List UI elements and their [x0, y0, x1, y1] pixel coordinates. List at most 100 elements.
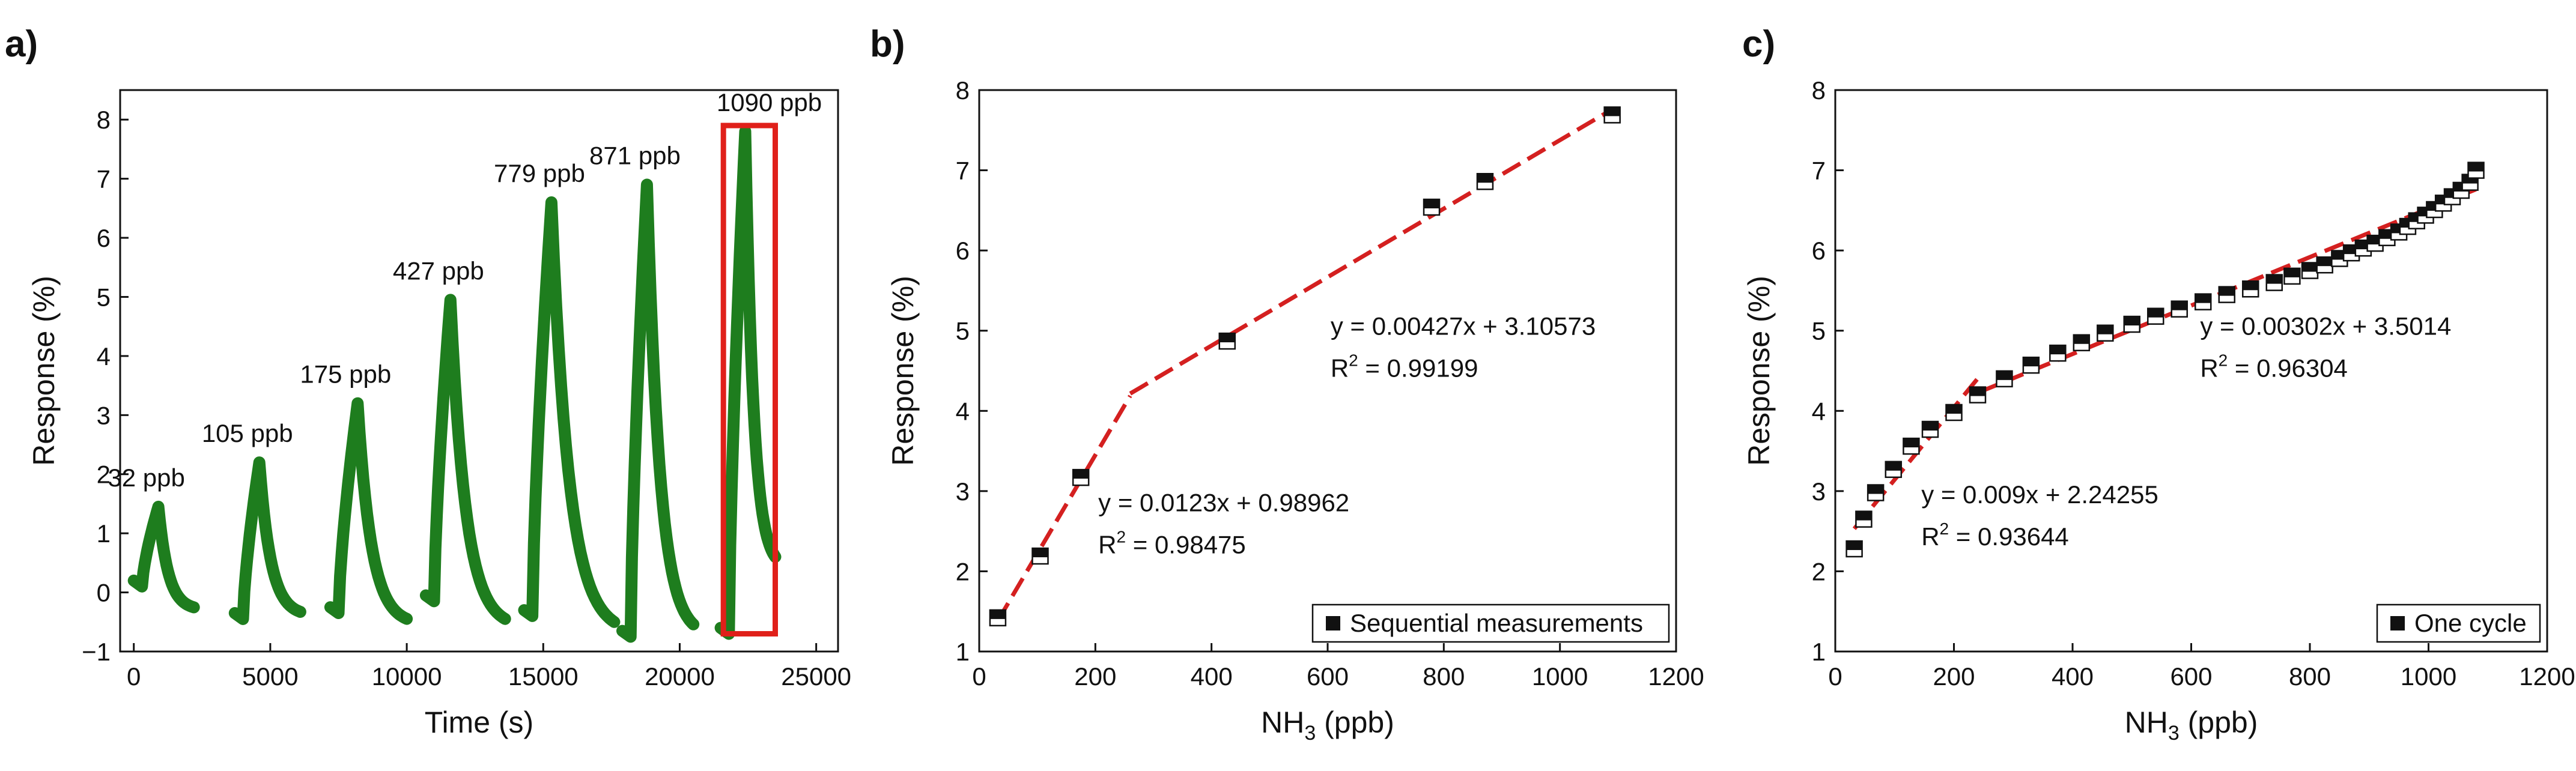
concentration-label: 427 ppb [393, 256, 484, 285]
fit-line [1129, 107, 1614, 396]
y-tick-label: 2 [1812, 557, 1826, 585]
y-tick-label: −1 [82, 638, 111, 666]
x-tick-label: 400 [1191, 662, 1233, 691]
response-pulse [616, 178, 700, 643]
plot-frame-c [1834, 89, 2548, 653]
y-tick-label: 7 [97, 165, 111, 193]
response-pulse [419, 294, 511, 625]
y-tick-label: 6 [1812, 237, 1826, 265]
x-tick-label: 0 [127, 662, 141, 691]
data-point [989, 609, 1006, 619]
data-point [2316, 257, 2333, 267]
x-tick-label: 400 [2052, 662, 2094, 691]
y-tick-label: 6 [97, 224, 111, 252]
x-tick-label: 1000 [2401, 662, 2456, 691]
data-point [1604, 107, 1620, 116]
data-point [2023, 357, 2039, 367]
data-point [2219, 286, 2235, 296]
legend-marker-c [2390, 616, 2405, 630]
y-axis-label-a: Response (%) [27, 276, 61, 466]
concentration-label: 871 ppb [589, 141, 681, 169]
x-axis-label-c: NH3 (ppb) [2125, 706, 2258, 745]
r2-letter: R [2200, 354, 2218, 382]
y-tick-label: 5 [956, 317, 970, 345]
x-tick-label: 1000 [1532, 662, 1588, 691]
y-tick-label: 8 [1812, 76, 1826, 104]
y-tick-label: 4 [97, 342, 111, 370]
data-point [1885, 461, 1901, 471]
fit-equation-1-b: y = 0.0123x + 0.98962 [1098, 488, 1349, 516]
data-point [1996, 370, 2012, 380]
x-tick-label: 10000 [372, 662, 442, 691]
data-point [2050, 345, 2066, 355]
chart-panel-c: 0 200 400 600 800 1000 1200 1 2 3 4 5 6 7 8 y = 0.009x… [1742, 76, 2575, 745]
data-point [1970, 387, 1985, 396]
legend-b: Sequential measurements [1311, 603, 1670, 643]
fit-r2-2-b: R2 = 0.99199 [1331, 351, 1478, 382]
y-tick-label: 4 [956, 397, 970, 425]
data-point [1424, 199, 1440, 209]
data-point [2097, 325, 2113, 334]
y-tick-label: 3 [97, 401, 111, 429]
data-point [1073, 470, 1089, 479]
legend-label-b: Sequential measurements [1350, 609, 1643, 637]
legend-c: One cycle [2376, 603, 2541, 643]
y-tick-label: 0 [97, 579, 111, 607]
data-point [1868, 485, 1884, 494]
r2-value: = 0.96304 [2228, 354, 2348, 382]
r2-superscript: 2 [1117, 527, 1126, 546]
axis-ticks-c: 0 200 400 600 800 1000 1200 1 2 3 4 5 6 7 8 [1812, 76, 2575, 691]
x-tick-label: 800 [2289, 662, 2331, 691]
fit-line [995, 395, 1132, 622]
r2-value: = 0.99199 [1358, 354, 1478, 382]
y-axis-label-c: Response (%) [1742, 276, 1776, 466]
r2-value: = 0.98475 [1126, 530, 1246, 558]
x-tick-label: 0 [972, 662, 986, 691]
x-tick-label: 25000 [781, 662, 851, 691]
x-tick-label: 200 [1933, 662, 1975, 691]
legend-marker-b [1326, 616, 1340, 630]
chart-panel-a: 0 5000 10000 15000 20000 25000 −1 0 1 2 3 4 5 6 7 8 32 … [27, 88, 851, 739]
data-point [2195, 294, 2211, 303]
data-point [2073, 334, 2089, 344]
data-point [1922, 422, 1938, 431]
fit-equation-1-c: y = 0.009x + 2.24255 [1921, 480, 2158, 509]
x-tick-label: 800 [1423, 662, 1465, 691]
x-tick-label: 200 [1074, 662, 1116, 691]
panel-label-a: a) [5, 23, 38, 65]
y-axis-label-b: Response (%) [886, 276, 920, 466]
highlight-box [720, 122, 778, 636]
r2-superscript: 2 [1940, 519, 1949, 538]
data-point [2243, 281, 2259, 291]
data-point [1903, 438, 1919, 448]
axis-ticks-a: 0 5000 10000 15000 20000 25000 −1 0 1 2 3 4 5 6 7 8 [82, 106, 851, 691]
r2-letter: R [1921, 522, 1939, 551]
panel-label-b: b) [870, 23, 905, 65]
response-pulse [714, 125, 782, 640]
response-trace [127, 125, 782, 643]
plot-frame-a [119, 89, 839, 653]
data-point [2284, 268, 2300, 277]
data-point [2148, 308, 2164, 318]
x-tick-label: 600 [1307, 662, 1349, 691]
y-tick-label: 4 [1812, 397, 1826, 425]
data-point [1946, 404, 1962, 414]
concentration-label: 105 ppb [202, 419, 293, 447]
y-tick-label: 2 [956, 557, 970, 585]
concentration-label: 32 ppb [108, 464, 184, 492]
x-tick-label: 1200 [1648, 662, 1704, 691]
data-point [2302, 262, 2318, 272]
response-pulse [127, 500, 200, 614]
x-tick-label: 1200 [2519, 662, 2575, 691]
fit-equation-2-b: y = 0.00427x + 3.10573 [1331, 312, 1596, 340]
concentration-label: 175 ppb [300, 360, 391, 389]
y-tick-label: 6 [956, 237, 970, 265]
fit-r2-1-c: R2 = 0.93644 [1921, 519, 2069, 551]
data-point [2266, 274, 2282, 284]
response-pulse [518, 196, 621, 628]
axis-ticks-b: 0 200 400 600 800 1000 1200 1 2 3 4 5 6 7 8 [956, 76, 1704, 691]
y-tick-label: 5 [97, 283, 111, 311]
data-point [1477, 174, 1493, 183]
data-point [1856, 511, 1872, 521]
